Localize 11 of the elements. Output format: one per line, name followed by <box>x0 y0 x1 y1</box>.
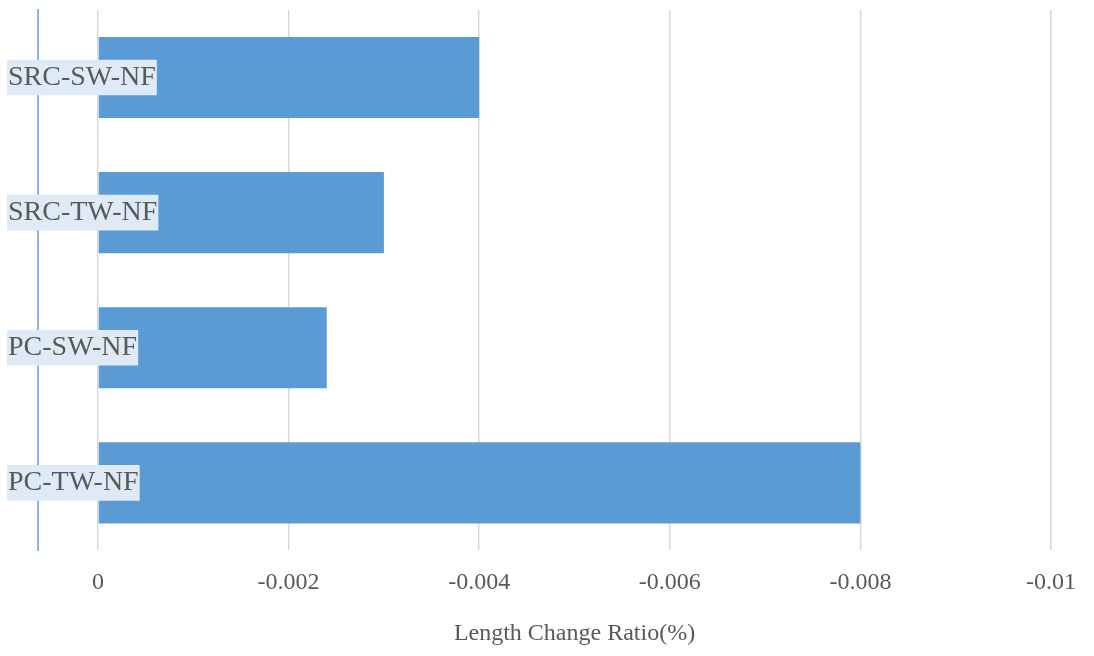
y-tick-label: SRC-SW-NF <box>8 59 156 91</box>
x-tick-label: -0.004 <box>448 568 511 595</box>
x-tick-label: -0.01 <box>1026 568 1076 595</box>
x-axis-title: Length Change Ratio(%) <box>453 618 696 645</box>
x-tick-label: -0.002 <box>257 568 320 595</box>
x-tick-label: -0.008 <box>829 568 892 595</box>
x-tick-label: -0.006 <box>638 568 701 595</box>
x-tick-label: 0 <box>92 568 104 595</box>
y-tick-label: PC-SW-NF <box>8 330 138 362</box>
y-tick-label: PC-TW-NF <box>8 465 139 497</box>
y-tick-label: SRC-TW-NF <box>8 195 158 227</box>
